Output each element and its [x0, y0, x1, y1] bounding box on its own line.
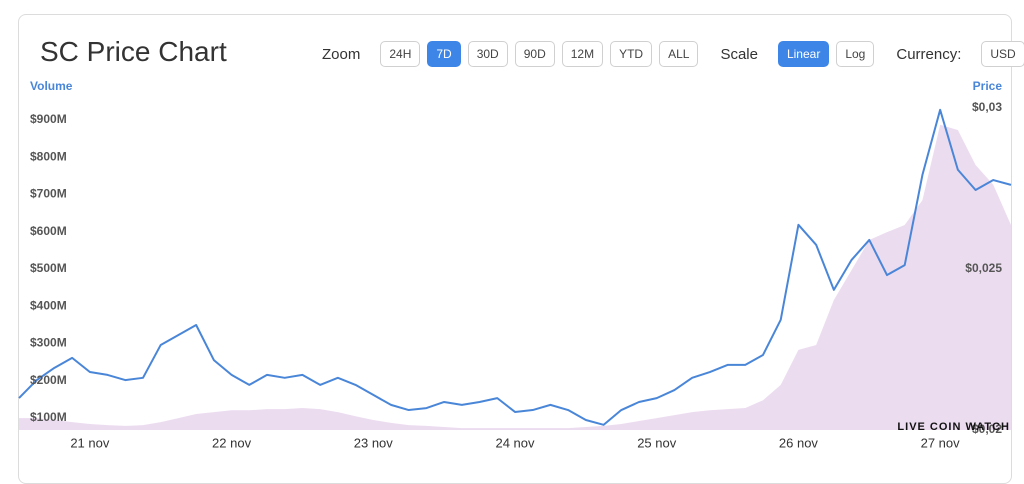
x-tick-label: 21 nov [70, 435, 110, 450]
zoom-button[interactable]: ALL [659, 41, 699, 67]
y2-tick-label: $0,025 [965, 261, 1002, 275]
chart: Volume Price $100M $200M $300M $400M $500M $600… [18, 79, 1012, 450]
x-tick-label: 23 nov [354, 435, 394, 450]
chart-title: SC Price Chart [40, 36, 227, 67]
zoom-button[interactable]: 7D [427, 41, 461, 67]
zoom-button[interactable]: 12M [561, 41, 604, 67]
x-tick-label: 27 nov [921, 435, 961, 450]
y2-tick-label: $0,03 [972, 100, 1002, 114]
scale-buttons: Linear Log [777, 41, 875, 67]
y-tick-label: $400M [30, 298, 67, 312]
currency-label: Currency: [896, 45, 962, 63]
zoom-buttons: 24H 7D 30D 90D 12M YTD ALL [380, 41, 699, 67]
price-line [18, 108, 1012, 426]
currency-button[interactable]: USD [981, 41, 1024, 67]
y-tick-label: $900M [30, 112, 67, 126]
page: SC Price Chart Zoom 24H 7D 30D 90D 12M YTD ALL S… [18, 14, 1024, 484]
y2-tick-label: $0,02 [972, 422, 1002, 436]
zoom-button[interactable]: 90D [514, 41, 555, 67]
scale-button[interactable]: Linear [777, 41, 830, 67]
y-axis-title: Volume [30, 79, 73, 93]
zoom-button[interactable]: YTD [610, 41, 653, 67]
y-tick-label: $800M [30, 149, 67, 163]
y-tick-label: $200M [30, 373, 67, 387]
zoom-button[interactable]: 24H [380, 41, 421, 67]
y-tick-label: $600M [30, 224, 67, 238]
scale-button[interactable]: Log [836, 41, 875, 67]
x-tick-label: 24 nov [495, 435, 535, 450]
controls: Zoom 24H 7D 30D 90D 12M YTD ALL Scale Linear Log Cu… [322, 41, 1024, 67]
volume-area [19, 124, 1011, 430]
y-tick-label: $300M [30, 336, 67, 350]
zoom-button[interactable]: 30D [467, 41, 508, 67]
watermark: LIVE COIN WATCH [897, 421, 1010, 433]
y2-axis-title: Price [973, 79, 1003, 93]
x-tick-label: 22 nov [212, 435, 252, 450]
y-tick-label: $100M [30, 410, 67, 424]
y-tick-label: $700M [30, 187, 67, 201]
zoom-label: Zoom [322, 45, 361, 63]
scale-label: Scale [720, 45, 758, 63]
y-tick-label: $500M [30, 261, 67, 275]
currency-buttons: USD [981, 41, 1024, 67]
x-tick-label: 25 nov [637, 435, 677, 450]
x-tick-label: 26 nov [779, 435, 819, 450]
